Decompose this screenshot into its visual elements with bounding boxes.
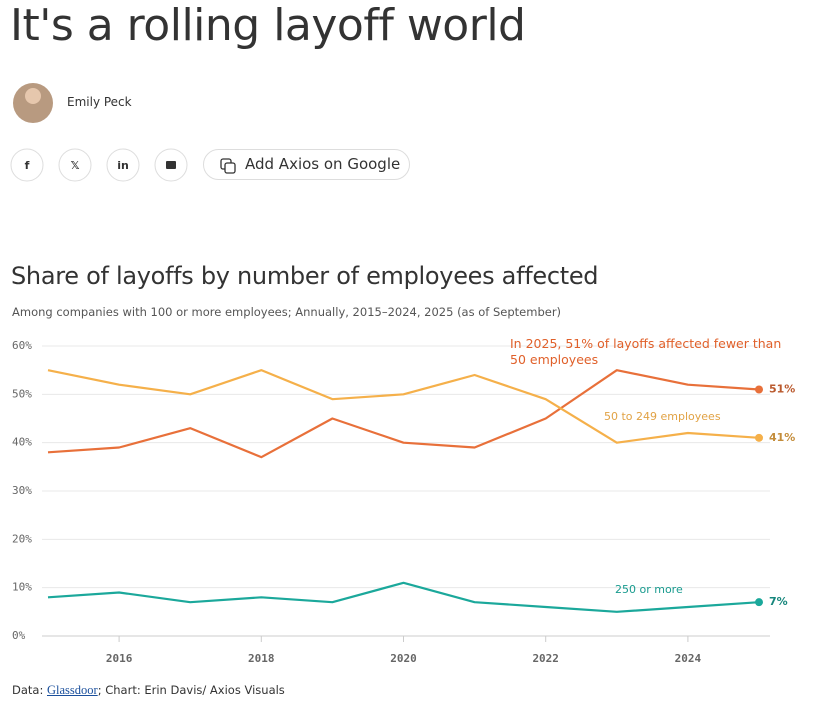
- y-tick-label: 50%: [12, 387, 32, 400]
- google-button[interactable]: [203, 149, 410, 180]
- end-dot: [755, 433, 763, 442]
- source-link[interactable]: Glassdoor: [47, 683, 98, 697]
- share-linkedin[interactable]: [106, 148, 140, 182]
- x-tick-label: 2024: [675, 652, 702, 665]
- google-icon-front: [224, 162, 236, 174]
- x-tick-label: 2022: [532, 652, 559, 665]
- author-name[interactable]: Emily Peck: [67, 95, 132, 109]
- y-tick-label: 20%: [12, 532, 32, 545]
- facebook-icon: f: [25, 159, 30, 172]
- email-icon: [166, 161, 176, 169]
- end-label: 41%: [769, 431, 795, 444]
- google-button-text[interactable]: Add Axios on Google: [245, 155, 401, 173]
- article-title: It's a rolling layoff world: [10, 0, 526, 51]
- share-email[interactable]: [154, 148, 188, 182]
- x-tick-label: 2016: [106, 652, 133, 665]
- series-line: [47, 581, 760, 613]
- y-tick-label: 60%: [12, 339, 32, 352]
- end-label: 7%: [769, 595, 788, 608]
- chart-title: Share of layoffs by number of employees …: [11, 262, 599, 290]
- x-tick-label: 2018: [248, 652, 275, 665]
- avatar-face: [25, 88, 41, 104]
- y-tick-label: 10%: [12, 581, 32, 594]
- footer-credit: ; Chart: Erin Davis/ Axios Visuals: [97, 683, 285, 697]
- chart-subtitle: Among companies with 100 or more employe…: [12, 305, 562, 319]
- x-tick-label: 2020: [390, 652, 417, 665]
- end-dot: [755, 598, 763, 607]
- series-line: [47, 369, 760, 444]
- footer: Data: Glassdoor; Chart: Erin Davis/ Axio…: [12, 683, 285, 698]
- plot: 0% 10% 20% 30% 40% 50% 60% 2016 2018 2020 2022 2024…: [12, 339, 795, 665]
- share-x[interactable]: [58, 148, 92, 182]
- linkedin-icon: in: [117, 159, 129, 172]
- x-icon: 𝕏: [71, 159, 80, 172]
- series-line: [47, 369, 760, 459]
- y-tick-label: 30%: [12, 484, 32, 497]
- end-dot: [755, 385, 763, 394]
- series-label: 50 to 249 employees: [604, 410, 721, 423]
- y-tick-label: 0%: [12, 629, 26, 642]
- series-label: 250 or more: [615, 583, 683, 596]
- end-label: 51%: [769, 383, 795, 396]
- series-annotation: In 2025, 51% of layoffs affected fewer t…: [510, 336, 782, 367]
- footer-prefix: Data:: [12, 683, 44, 697]
- share-facebook[interactable]: [10, 148, 44, 182]
- y-tick-label: 40%: [12, 436, 32, 449]
